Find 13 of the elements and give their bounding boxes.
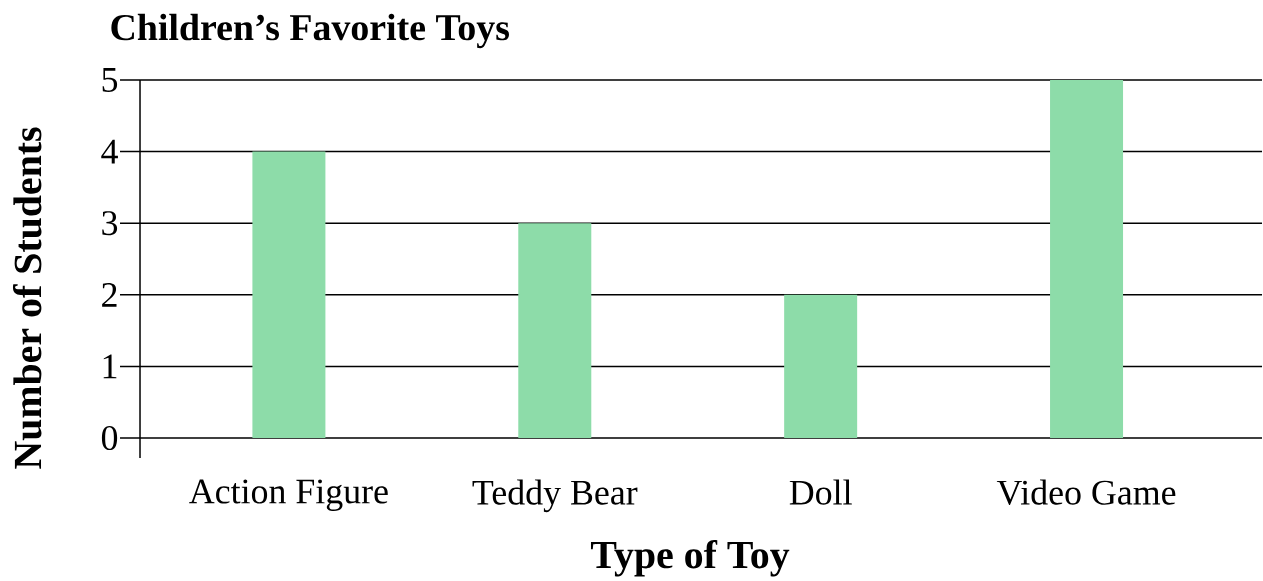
y-tick-label: 1 bbox=[103, 354, 117, 379]
y-axis-title: Number of Students bbox=[12, 127, 42, 469]
y-tick-label: 2 bbox=[102, 282, 117, 307]
x-axis-title: Type of Toy bbox=[590, 539, 790, 577]
y-tick-label: 3 bbox=[102, 211, 118, 236]
x-tick-label: Action Figure bbox=[189, 479, 388, 511]
y-tick-label: 5 bbox=[102, 68, 118, 92]
y-tick-label: 4 bbox=[101, 139, 118, 164]
x-tick-label: Teddy Bear bbox=[472, 479, 638, 513]
y-tick-label: 0 bbox=[101, 425, 118, 451]
chart-title: Children’s Favorite Toys bbox=[111, 13, 509, 49]
x-tick-label: Doll bbox=[789, 479, 852, 505]
x-tick-label: Video Game bbox=[996, 479, 1176, 505]
